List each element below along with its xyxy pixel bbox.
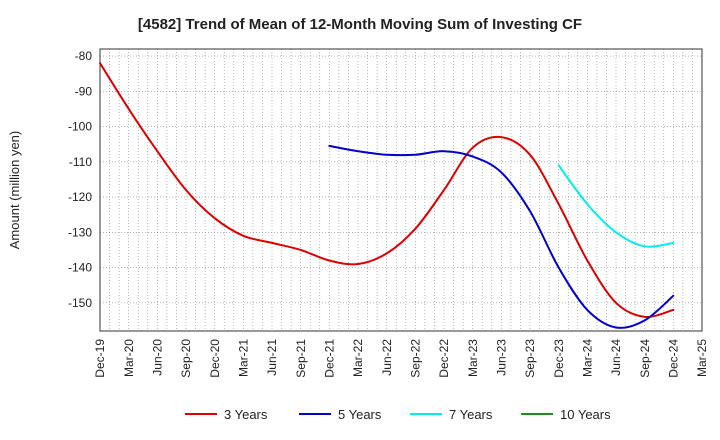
y-tick-label: -110: [69, 155, 92, 169]
series-line-5-years: [328, 144, 675, 329]
chart-title: [4582] Trend of Mean of 12-Month Moving …: [138, 16, 582, 33]
legend-label: 10 Years: [560, 407, 611, 422]
series-lines: [99, 62, 675, 329]
x-tick-label: Sep-20: [179, 339, 193, 378]
x-tick-label: Mar-25: [695, 339, 709, 377]
x-tick-label: Sep-21: [294, 339, 308, 378]
x-tick-label: Mar-21: [237, 339, 251, 377]
x-tick-label: Sep-24: [638, 339, 652, 378]
x-tick-label: Sep-23: [523, 339, 537, 378]
x-tick-label: Dec-21: [323, 339, 337, 378]
y-tick-label: -90: [75, 84, 93, 98]
series-line-7-years: [557, 164, 675, 248]
legend: 3 Years 5 Years 7 Years 10 Years: [185, 407, 611, 422]
x-tick-label: Dec-23: [552, 339, 566, 378]
legend-label: 3 Years: [224, 407, 268, 422]
y-tick-label: -130: [68, 225, 92, 239]
x-tick-label: Jun-22: [380, 339, 394, 376]
x-tick-label: Jun-23: [495, 339, 509, 376]
x-tick-label: Mar-20: [122, 339, 136, 377]
y-tick-label: -140: [68, 261, 92, 275]
x-tick-label: Dec-20: [208, 339, 222, 378]
x-tick-label: Jun-24: [609, 339, 623, 376]
grid: [100, 49, 702, 331]
x-tick-label: Jun-21: [265, 339, 279, 376]
x-tick-label: Mar-24: [581, 339, 595, 377]
x-tick-label: Mar-23: [466, 339, 480, 377]
y-tick-label: -100: [68, 120, 92, 134]
y-tick-label: -150: [68, 296, 92, 310]
y-tick-label: -80: [75, 49, 93, 63]
y-axis-label: Amount (million yen): [7, 131, 22, 250]
x-tick-label: Sep-22: [409, 339, 423, 378]
y-axis-ticks: -80 -90 -100 -110 -120 -130 -140 -150: [68, 49, 92, 310]
x-tick-label: Dec-22: [437, 339, 451, 378]
x-tick-label: Dec-24: [667, 339, 681, 378]
series-line-3-years: [99, 62, 675, 318]
plot-area: [99, 48, 703, 332]
x-axis-ticks: Dec-19 Mar-20 Jun-20 Sep-20 Dec-20 Mar-21 Jun-…: [93, 339, 709, 378]
x-tick-label: Jun-20: [151, 339, 165, 376]
legend-label: 5 Years: [338, 407, 382, 422]
legend-label: 7 Years: [449, 407, 493, 422]
x-tick-label: Dec-19: [93, 339, 107, 378]
y-tick-label: -120: [68, 190, 92, 204]
x-tick-label: Mar-22: [351, 339, 365, 377]
